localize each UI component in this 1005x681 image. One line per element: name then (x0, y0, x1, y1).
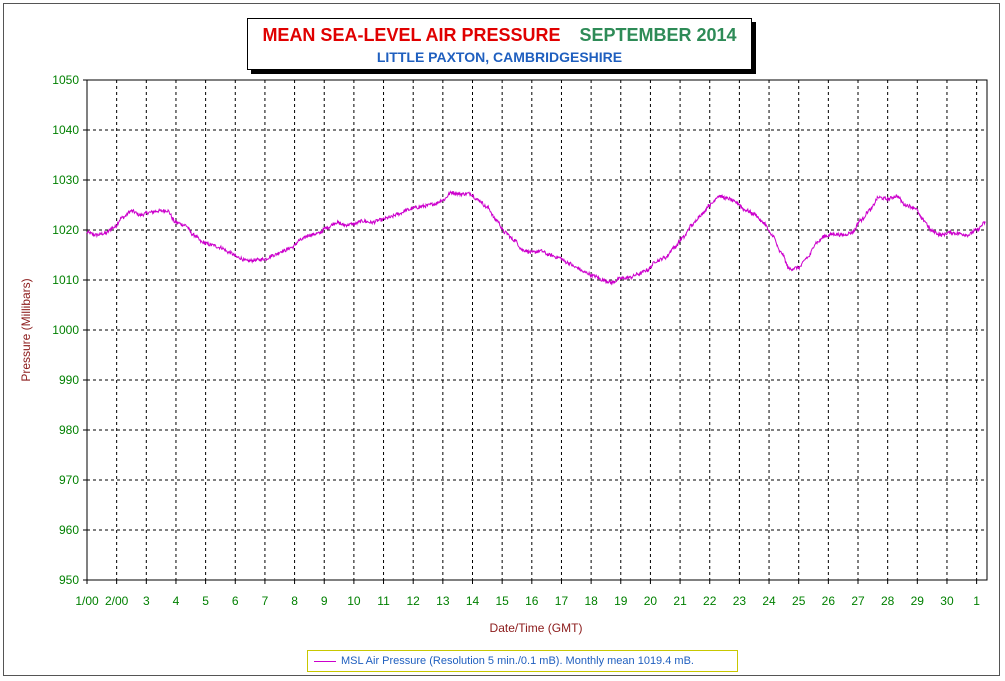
y-tick-label: 970 (59, 473, 79, 487)
x-tick-label: 28 (881, 594, 895, 608)
grid-lines (87, 80, 987, 580)
y-axis-label: Pressure (Millibars) (19, 278, 33, 381)
x-tick-label: 22 (703, 594, 717, 608)
chart-title-date: SEPTEMBER 2014 (579, 25, 737, 45)
series-layer (86, 190, 986, 286)
x-tick-label: 1/00 (75, 594, 99, 608)
y-tick-label: 950 (59, 573, 79, 587)
x-tick-label: 20 (644, 594, 658, 608)
x-tick-label: 18 (584, 594, 598, 608)
y-tick-label: 1050 (52, 73, 79, 87)
x-tick-label: 3 (143, 594, 150, 608)
y-tick-label: 1020 (52, 223, 79, 237)
legend-swatch (314, 660, 336, 662)
chart-title: MEAN SEA-LEVEL AIR PRESSURE (262, 25, 561, 45)
y-axis-ticks: 1050 1040 1030 1020 1010 1000 990 980 970 960 950 (52, 73, 87, 587)
y-tick-label: 1010 (52, 273, 79, 287)
x-tick-label: 21 (673, 594, 687, 608)
x-axis-ticks: 1/00 2/00 3 4 5 6 7 8 9 10 11 12 13 14 15 16 17 18 19 20 21 2… (75, 580, 980, 608)
x-tick-label: 7 (262, 594, 269, 608)
series-line-msl-pressure (86, 190, 986, 286)
x-tick-label: 25 (792, 594, 806, 608)
y-tick-label: 960 (59, 523, 79, 537)
x-tick-label: 2/00 (105, 594, 129, 608)
x-tick-label: 14 (466, 594, 480, 608)
x-tick-label: 6 (232, 594, 239, 608)
x-tick-label: 12 (407, 594, 421, 608)
x-tick-label: 5 (202, 594, 209, 608)
chart-subtitle: LITTLE PAXTON, CAMBRIDGESHIRE (376, 49, 623, 65)
x-tick-label: 13 (436, 594, 450, 608)
x-tick-label: 10 (347, 594, 361, 608)
x-tick-label: 8 (291, 594, 298, 608)
x-tick-label: 19 (614, 594, 628, 608)
legend: MSL Air Pressure (Resolution 5 min./0.1 … (307, 650, 738, 672)
x-tick-label: 23 (733, 594, 747, 608)
x-axis-label: Date/Time (GMT) (490, 621, 583, 635)
y-tick-label: 1030 (52, 173, 79, 187)
x-tick-label: 24 (762, 594, 776, 608)
x-tick-label: 17 (555, 594, 569, 608)
x-tick-label: 1 (973, 594, 980, 608)
x-tick-label: 4 (173, 594, 180, 608)
chart-title-box: MEAN SEA-LEVEL AIR PRESSURE SEPTEMBER 20… (247, 18, 752, 70)
y-tick-label: 1040 (52, 123, 79, 137)
x-tick-label: 11 (377, 594, 390, 608)
y-tick-label: 1000 (52, 323, 79, 337)
x-tick-label: 16 (525, 594, 539, 608)
x-tick-label: 26 (822, 594, 836, 608)
x-tick-label: 15 (495, 594, 509, 608)
chart-title-line: MEAN SEA-LEVEL AIR PRESSURE SEPTEMBER 20… (248, 25, 751, 46)
x-tick-label: 29 (911, 594, 925, 608)
x-tick-label: 27 (851, 594, 865, 608)
y-tick-label: 990 (59, 373, 79, 387)
y-tick-label: 980 (59, 423, 79, 437)
x-tick-label: 30 (940, 594, 954, 608)
legend-label: MSL Air Pressure (Resolution 5 min./0.1 … (341, 655, 694, 667)
x-tick-label: 9 (321, 594, 328, 608)
